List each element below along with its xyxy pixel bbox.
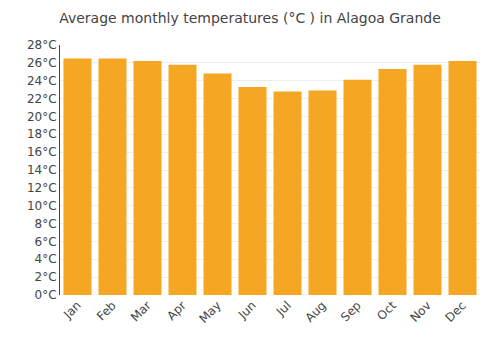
svg-text:Nov: Nov (407, 298, 433, 324)
svg-text:Jul: Jul (273, 298, 294, 319)
svg-text:14°C: 14°C (27, 163, 57, 177)
svg-text:0°C: 0°C (35, 288, 57, 302)
svg-text:16°C: 16°C (27, 145, 57, 159)
svg-text:26°C: 26°C (27, 56, 57, 70)
svg-text:May: May (196, 298, 223, 325)
svg-text:18°C: 18°C (27, 127, 57, 141)
svg-text:Oct: Oct (374, 298, 399, 323)
svg-text:12°C: 12°C (27, 181, 57, 195)
svg-text:24°C: 24°C (27, 74, 57, 88)
svg-text:Jan: Jan (60, 298, 84, 322)
svg-text:Apr: Apr (164, 298, 189, 323)
svg-text:Mar: Mar (128, 298, 154, 324)
svg-text:4°C: 4°C (35, 252, 57, 266)
svg-text:22°C: 22°C (27, 92, 57, 106)
svg-text:Dec: Dec (443, 298, 469, 324)
svg-text:Average monthly temperatures (: Average monthly temperatures (°C ) in Al… (59, 10, 441, 26)
svg-text:8°C: 8°C (35, 217, 57, 231)
svg-text:Feb: Feb (94, 298, 119, 323)
svg-text:10°C: 10°C (27, 199, 57, 213)
svg-text:Sep: Sep (338, 298, 364, 324)
svg-text:20°C: 20°C (27, 110, 57, 124)
svg-text:28°C: 28°C (27, 38, 57, 52)
svg-text:Aug: Aug (302, 298, 328, 324)
svg-text:6°C: 6°C (35, 235, 57, 249)
svg-text:Jun: Jun (235, 298, 259, 322)
svg-text:2°C: 2°C (35, 270, 57, 284)
